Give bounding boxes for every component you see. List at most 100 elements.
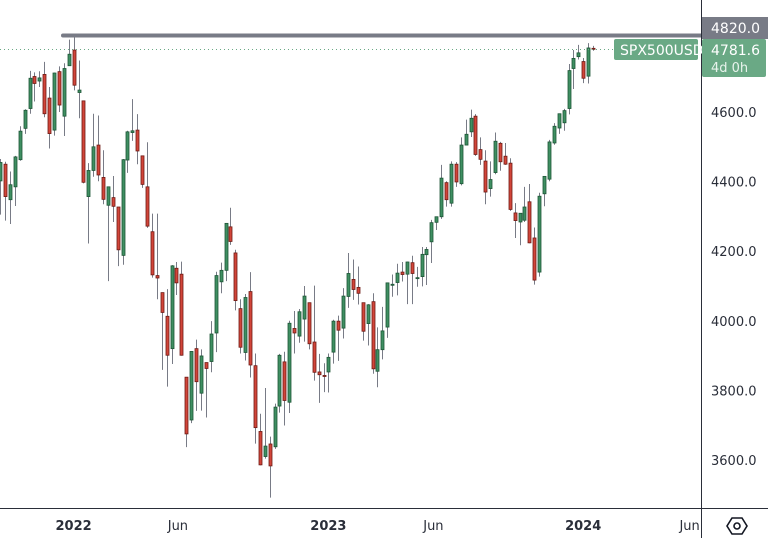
candle[interactable] bbox=[248, 272, 253, 378]
candle[interactable] bbox=[400, 261, 405, 282]
candle[interactable] bbox=[302, 286, 307, 342]
candle[interactable] bbox=[371, 293, 376, 374]
candle[interactable] bbox=[72, 36, 77, 91]
settings-icon[interactable] bbox=[726, 516, 748, 536]
candle[interactable] bbox=[498, 141, 503, 171]
candle[interactable] bbox=[194, 339, 199, 411]
symbol-label[interactable]: SPX500USD bbox=[614, 39, 704, 60]
candle[interactable] bbox=[503, 142, 508, 165]
candle[interactable] bbox=[356, 266, 361, 305]
candle[interactable] bbox=[18, 126, 23, 161]
candle[interactable] bbox=[268, 436, 273, 498]
candle[interactable] bbox=[13, 155, 18, 206]
candle[interactable] bbox=[32, 72, 37, 102]
candle[interactable] bbox=[8, 171, 13, 225]
candle[interactable] bbox=[322, 363, 327, 393]
candle[interactable] bbox=[591, 45, 596, 51]
candle[interactable] bbox=[542, 175, 547, 207]
candle[interactable] bbox=[366, 304, 371, 346]
candle[interactable] bbox=[179, 261, 184, 356]
candle[interactable] bbox=[292, 311, 297, 354]
candle[interactable] bbox=[410, 255, 415, 305]
candle[interactable] bbox=[145, 142, 150, 228]
candle[interactable] bbox=[420, 247, 425, 287]
candle[interactable] bbox=[336, 315, 341, 361]
candle[interactable] bbox=[77, 60, 82, 119]
candle[interactable] bbox=[170, 265, 175, 364]
candle[interactable] bbox=[23, 109, 28, 134]
candle[interactable] bbox=[238, 299, 243, 354]
candle[interactable] bbox=[312, 285, 317, 381]
candle[interactable] bbox=[101, 150, 106, 205]
candle[interactable] bbox=[454, 162, 459, 187]
candle[interactable] bbox=[518, 212, 523, 246]
candle[interactable] bbox=[444, 181, 449, 207]
candle[interactable] bbox=[390, 274, 395, 297]
candle[interactable] bbox=[473, 114, 478, 156]
candle[interactable] bbox=[380, 306, 385, 360]
candle[interactable] bbox=[307, 302, 312, 350]
candle[interactable] bbox=[341, 288, 346, 339]
candle[interactable] bbox=[121, 158, 126, 265]
candle[interactable] bbox=[214, 271, 219, 353]
candle[interactable] bbox=[273, 403, 278, 449]
candle[interactable] bbox=[130, 99, 135, 141]
candle[interactable] bbox=[263, 387, 268, 459]
candle[interactable] bbox=[351, 259, 356, 300]
candle[interactable] bbox=[57, 66, 62, 112]
candle[interactable] bbox=[562, 108, 567, 131]
candle[interactable] bbox=[581, 58, 586, 84]
candle[interactable] bbox=[375, 327, 380, 388]
candle[interactable] bbox=[165, 289, 170, 387]
candle[interactable] bbox=[287, 320, 292, 414]
candle[interactable] bbox=[277, 353, 282, 413]
candle[interactable] bbox=[0, 158, 3, 215]
candle[interactable] bbox=[233, 249, 238, 311]
candle[interactable] bbox=[209, 321, 214, 373]
candle[interactable] bbox=[253, 353, 258, 444]
time-axis[interactable]: 2022 Jun 2023 Jun 2024 Jun bbox=[56, 519, 700, 534]
candle[interactable] bbox=[62, 63, 67, 137]
candle[interactable] bbox=[331, 319, 336, 364]
candle[interactable] bbox=[493, 132, 498, 175]
candle[interactable] bbox=[449, 161, 454, 207]
candle[interactable] bbox=[439, 164, 444, 219]
candle[interactable] bbox=[199, 349, 204, 411]
candle[interactable] bbox=[434, 216, 439, 230]
candle[interactable] bbox=[395, 263, 400, 296]
candle[interactable] bbox=[552, 123, 557, 145]
candle[interactable] bbox=[86, 163, 91, 244]
candle[interactable] bbox=[111, 176, 116, 222]
candle[interactable] bbox=[47, 86, 52, 149]
candle[interactable] bbox=[385, 282, 390, 338]
candle[interactable] bbox=[522, 186, 527, 222]
candle[interactable] bbox=[224, 222, 229, 282]
candle[interactable] bbox=[532, 227, 537, 285]
candle[interactable] bbox=[297, 308, 302, 343]
candle[interactable] bbox=[424, 247, 429, 285]
candle[interactable] bbox=[189, 351, 194, 424]
candle[interactable] bbox=[37, 71, 42, 87]
candle[interactable] bbox=[557, 113, 562, 134]
candle[interactable] bbox=[150, 213, 155, 278]
candle[interactable] bbox=[42, 61, 47, 118]
candle[interactable] bbox=[537, 192, 542, 277]
candle[interactable] bbox=[346, 252, 351, 308]
candle[interactable] bbox=[81, 100, 86, 184]
candle[interactable] bbox=[258, 413, 263, 466]
candle[interactable] bbox=[571, 50, 576, 90]
price-axis[interactable]: 4600.0 4400.0 4200.0 4000.0 3800.0 3600.0 bbox=[711, 106, 757, 469]
candle[interactable] bbox=[91, 113, 96, 177]
candle[interactable] bbox=[125, 130, 130, 173]
candle[interactable] bbox=[513, 203, 518, 238]
candle[interactable] bbox=[405, 261, 410, 305]
candle[interactable] bbox=[3, 161, 8, 221]
candle[interactable] bbox=[567, 63, 572, 115]
candle[interactable] bbox=[228, 207, 233, 245]
candle[interactable] bbox=[508, 158, 513, 211]
candle[interactable] bbox=[243, 294, 248, 361]
candle[interactable] bbox=[174, 261, 179, 296]
candle[interactable] bbox=[52, 72, 57, 136]
candle[interactable] bbox=[67, 39, 72, 67]
